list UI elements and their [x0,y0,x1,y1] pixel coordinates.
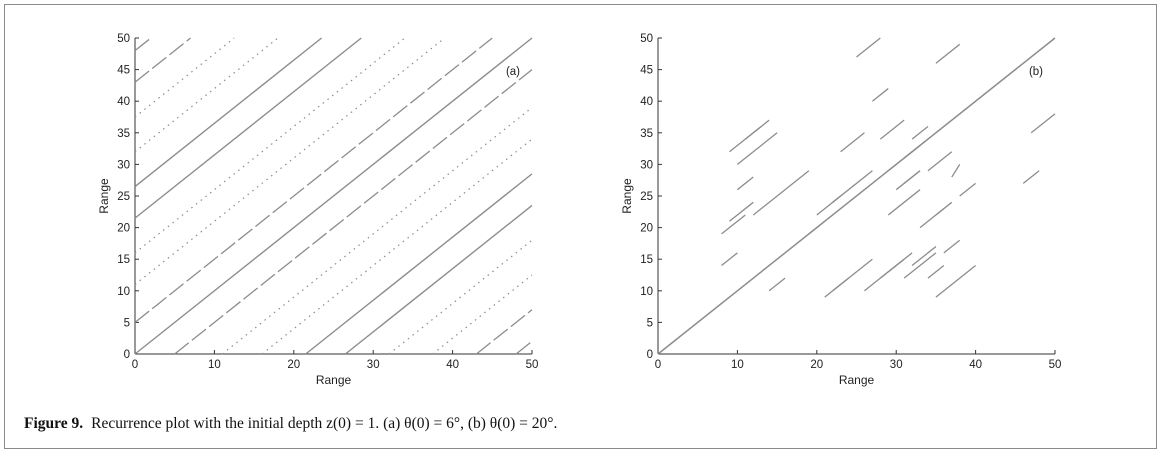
recurrence-segment [927,151,953,172]
y-tick-label: 0 [124,349,130,361]
recurrence-segment [736,176,754,191]
y-tick-label: 30 [640,159,653,171]
x-tick-label: 50 [1049,359,1062,371]
recurrence-segment [903,252,937,279]
recurrence-line-dotted [221,107,533,355]
y-axis-label: Range [620,178,634,214]
caption-text: Recurrence plot with the initial depth z… [91,415,558,432]
y-tick-label: 20 [640,223,653,235]
y-tick-label: 20 [117,223,130,235]
y-tick-label: 45 [640,65,653,77]
y-tick-label: 50 [640,33,653,45]
panel-annotation: (b) [1029,66,1043,78]
recurrence-segment [832,258,873,292]
x-tick-label: 30 [890,359,903,371]
recurrence-segment [911,125,929,140]
recurrence-line-dashed [134,37,152,52]
recurrence-segment [721,214,746,235]
recurrence-segment [903,144,921,159]
y-tick-label: 25 [640,191,653,203]
recurrence-segment [736,132,778,165]
y-tick-label: 25 [117,191,130,203]
recurrence-line-dotted [134,37,406,254]
recurrence-segment [840,132,865,153]
recurrence-segment [871,88,889,102]
recurrence-segment [927,265,945,279]
y-tick-label: 15 [117,254,130,266]
recurrence-line-dotted [134,37,279,153]
recurrence-segment [856,37,881,58]
x-tick-label: 40 [446,359,459,371]
main-diagonal-line [657,37,1056,355]
figure-frame [4,4,1157,449]
recurrence-segment [903,170,921,184]
recurrence-line-solid [134,37,323,188]
y-tick-label: 40 [117,96,130,108]
recurrence-segment [768,277,786,292]
x-tick-label: 10 [731,359,744,371]
y-tick-label: 30 [117,159,130,171]
recurrence-segment [935,265,977,298]
recurrence-line-solid [134,37,362,219]
x-tick-label: 20 [810,359,823,371]
recurrence-line-dotted [388,239,533,355]
y-tick-label: 50 [117,33,130,45]
panel-b: 0 10 20 30 40 50 0 5 10 15 20 25 30 35 40 45 50 Range Rang… [620,33,1061,387]
recurrence-line-solid [134,37,533,355]
x-tick-label: 20 [287,359,300,371]
panel-annotation: (a) [506,66,520,78]
recurrence-segment [879,119,905,140]
y-tick-label: 35 [117,128,130,140]
recurrence-segment [832,170,873,203]
recurrence-segment [1030,113,1056,134]
y-tick-label: 0 [647,349,653,361]
y-tick-label: 5 [647,317,653,329]
caption-label: Figure 9. [24,415,84,432]
x-tick-label: 0 [132,359,138,371]
recurrence-segment [911,246,937,267]
x-tick-label: 0 [655,359,661,371]
recurrence-line-solid [344,204,533,355]
y-tick-label: 10 [640,286,653,298]
recurrence-line-dotted [134,37,235,118]
recurrence-line-dashed [476,309,533,355]
x-tick-label: 10 [208,359,221,371]
y-tick-label: 35 [640,128,653,140]
y-tick-label: 40 [640,96,653,108]
recurrence-segment [935,43,961,64]
x-tick-label: 50 [526,359,539,371]
recurrence-line-dotted [261,138,533,355]
recurrence-line-dashed [134,37,493,323]
recurrence-segment [744,119,770,140]
recurrence-line-dashed [134,37,191,83]
x-axis-label: Range [839,373,875,387]
y-axis-label: Range [97,178,111,214]
recurrence-segment [752,170,810,216]
y-tick-label: 15 [640,254,653,266]
y-tick-label: 45 [117,65,130,77]
recurrence-segment [1022,170,1040,184]
recurrence-segment [729,201,754,222]
recurrence-segment [808,220,826,235]
recurrence-segment [943,239,961,254]
x-tick-label: 30 [367,359,380,371]
recurrence-line-dashed [174,69,533,355]
figure-caption: Figure 9. Recurrence plot with the initia… [24,415,557,433]
recurrence-segment [935,201,953,216]
recurrence-segment [959,182,977,197]
x-axis-label: Range [316,373,352,387]
y-tick-label: 5 [124,317,130,329]
figure-plots: 0 10 20 30 40 5005101520253035404550RangeRang… [97,33,1061,387]
y-tick-label: 10 [117,286,130,298]
recurrence-line-dashed [515,340,533,355]
recurrence-line-solid [305,173,533,355]
recurrence-segment [887,189,921,216]
panel-a: 0 10 20 30 40 50 0 5 10 15 20 25 30 35 40 45 50 Range Rang… [97,33,538,387]
recurrence-segment [879,258,905,279]
recurrence-line-dotted [432,274,533,355]
x-tick-label: 40 [969,359,982,371]
recurrence-segment [721,252,738,267]
recurrence-segment [951,164,961,178]
recurrence-line-dotted [134,37,446,285]
